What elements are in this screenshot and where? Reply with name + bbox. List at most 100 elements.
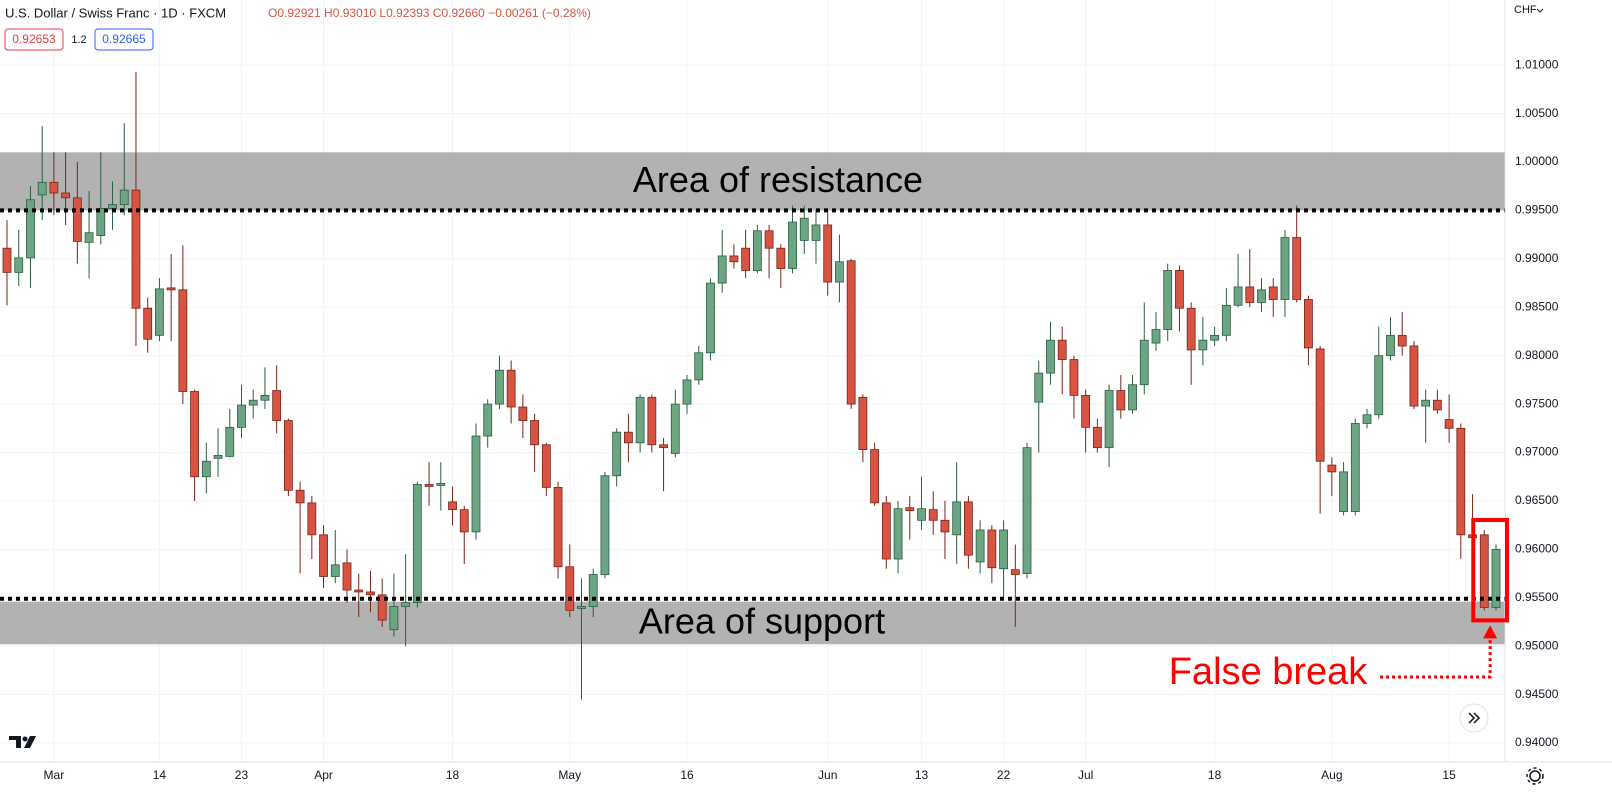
candle-body: [1010, 569, 1020, 575]
candle-body: [541, 444, 551, 488]
candle-body: [401, 602, 411, 607]
candle-body: [975, 529, 985, 563]
candle-body: [37, 181, 47, 196]
axes: 0.94000 0.94500 0.95000 0.95500 0.96000 0.965…: [44, 57, 1559, 782]
x-tick-label: 14: [153, 768, 167, 782]
y-tick-label: 1.00500: [1515, 106, 1559, 120]
candle-body: [248, 399, 258, 406]
candle-body: [1081, 394, 1091, 428]
candle-body: [131, 189, 141, 309]
candle-body: [295, 489, 305, 504]
plot-area: [0, 0, 1505, 762]
arrow-head: [1483, 625, 1498, 639]
candle-body: [1257, 289, 1266, 303]
ask: 0.92665: [102, 32, 146, 46]
currency[interactable]: CHF: [1514, 4, 1537, 16]
y-tick-label: 0.94500: [1515, 687, 1559, 701]
candle-body: [342, 562, 352, 591]
currency-chevron: [1536, 8, 1544, 13]
candle-body: [917, 508, 926, 521]
zone-label: Area of support: [639, 600, 885, 641]
candle-body: [1479, 534, 1489, 608]
symbol: U.S. Dollar / Swiss Franc · 1D · FXCM: [5, 5, 226, 20]
candle-body: [1327, 464, 1337, 473]
candle-body: [706, 282, 715, 354]
candle-body: [870, 449, 880, 504]
candle-body: [1268, 286, 1278, 300]
candle-body: [1186, 307, 1196, 351]
candle-body: [1151, 329, 1161, 344]
candle-body: [1292, 237, 1302, 300]
candle-body: [1046, 339, 1055, 374]
y-tick-label: 0.94000: [1515, 735, 1559, 749]
candle-body: [1386, 334, 1395, 357]
candle-body: [436, 483, 446, 486]
ask-box[interactable]: [94, 28, 154, 51]
scroll-button[interactable]: [1459, 703, 1489, 733]
annotations: Area of resistance Area of support False b…: [633, 159, 1510, 693]
x-tick-label: May: [558, 768, 581, 782]
x-tick-label: Jul: [1078, 768, 1093, 782]
candle-body: [61, 192, 71, 199]
candle-body: [260, 394, 270, 401]
candle-body: [623, 431, 633, 444]
candle-body: [553, 486, 563, 568]
candle-body: [835, 261, 844, 283]
candle-body: [1374, 355, 1384, 416]
arrow-line: [1380, 636, 1492, 679]
x-tick-label: Mar: [44, 768, 65, 782]
candle-body: [729, 255, 739, 263]
candle-body: [96, 208, 106, 237]
candle-body: [1397, 334, 1407, 347]
settings-icon[interactable]: [1526, 767, 1544, 785]
candle-body: [952, 501, 962, 536]
candle-body: [1221, 304, 1231, 336]
candle-body: [530, 420, 539, 446]
candle-body: [905, 507, 915, 512]
candle-body: [495, 369, 504, 405]
candle-body: [893, 508, 903, 560]
candle-body: [717, 255, 727, 284]
x-tick-label: Aug: [1321, 768, 1342, 782]
candle-body: [565, 566, 575, 611]
candle-body: [1175, 270, 1184, 309]
candle-body: [764, 230, 774, 249]
candle-body: [1198, 339, 1208, 351]
candle-body: [1280, 237, 1290, 300]
x-tick-label: 18: [446, 768, 460, 782]
y-tick-label: 0.95000: [1515, 638, 1559, 652]
x-tick-label: 15: [1442, 768, 1456, 782]
candle-body: [1432, 399, 1442, 411]
y-tick-label: 0.99500: [1515, 203, 1559, 217]
candle-body: [330, 564, 340, 577]
x-tick-label: Jun: [818, 768, 837, 782]
spread: 1.2: [71, 34, 86, 46]
candle-body: [377, 594, 387, 621]
candle-body: [518, 406, 528, 421]
x-tick-label: 18: [1208, 768, 1222, 782]
candle-body: [635, 396, 645, 444]
bid: 0.92653: [12, 32, 56, 46]
candle-body: [940, 519, 950, 533]
candle-body: [272, 390, 282, 421]
candle-body: [1339, 471, 1348, 512]
x-tick-label: 13: [915, 768, 929, 782]
candle-body: [1057, 339, 1067, 360]
zone: [0, 152, 1505, 211]
tv-logo: [9, 736, 36, 748]
candle-body: [670, 403, 680, 454]
candle-body: [1362, 414, 1372, 424]
candle-body: [448, 501, 457, 511]
candle-body: [483, 403, 493, 437]
candle-body: [1104, 390, 1114, 449]
candle-body: [612, 431, 622, 477]
candle-body: [799, 217, 809, 241]
candle-body: [84, 232, 94, 243]
bid-box[interactable]: [4, 28, 64, 51]
candle-body: [1350, 423, 1360, 512]
candle-body: [190, 391, 199, 478]
candle-body: [459, 509, 469, 533]
x-tick-label: Apr: [314, 768, 333, 782]
